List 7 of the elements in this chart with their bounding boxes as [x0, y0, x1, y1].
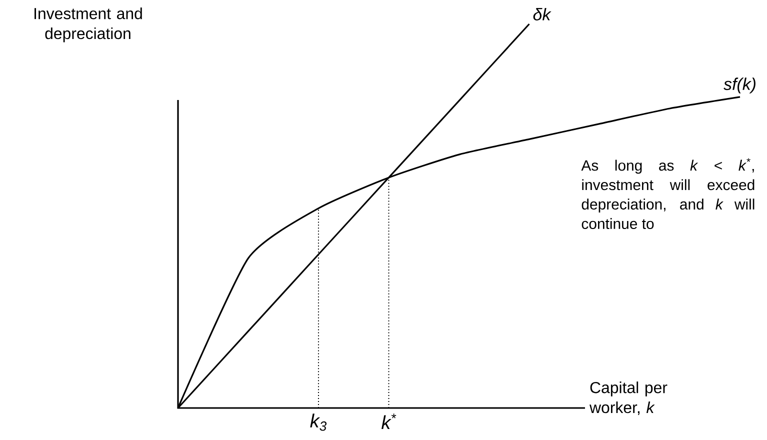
- y-axis-title: Investment and depreciation: [34, 8, 142, 42]
- series-label: δk: [533, 8, 552, 20]
- series-label: sf(k): [724, 78, 756, 94]
- x-tick-label: k$_{3}$: [310, 414, 327, 431]
- text: As long as k < k$^{*}$, investment will exceed depreciation, and k will continue to: [581, 158, 754, 230]
- x-axis-title: Capital per worker, k: [590, 382, 668, 416]
- x-tick-label: k$^{*}$: [382, 414, 396, 430]
